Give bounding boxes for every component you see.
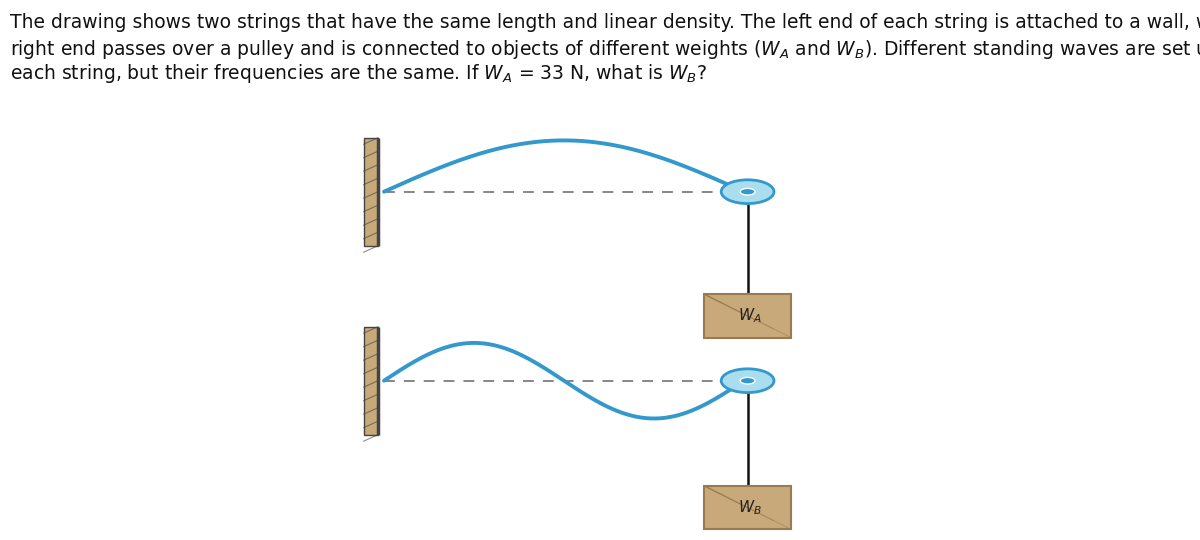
FancyBboxPatch shape <box>364 327 378 435</box>
Text: The drawing shows two strings that have the same length and linear density. The : The drawing shows two strings that have … <box>10 14 1200 32</box>
FancyBboxPatch shape <box>704 486 791 529</box>
Circle shape <box>740 377 755 384</box>
Text: $W_A$: $W_A$ <box>738 307 762 325</box>
FancyBboxPatch shape <box>704 294 791 338</box>
Circle shape <box>721 180 774 204</box>
Text: each string, but their frequencies are the same. If $W_A$ = 33 N, what is $W_B$?: each string, but their frequencies are t… <box>10 62 707 85</box>
Circle shape <box>721 369 774 393</box>
Text: right end passes over a pulley and is connected to objects of different weights : right end passes over a pulley and is co… <box>10 38 1200 61</box>
Text: $W_B$: $W_B$ <box>738 498 762 517</box>
FancyBboxPatch shape <box>364 138 378 246</box>
Circle shape <box>740 188 755 195</box>
